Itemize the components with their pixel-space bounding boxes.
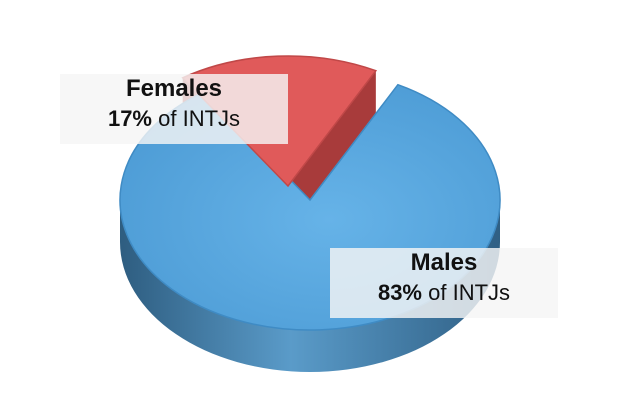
label-males-suffix: of INTJs [428, 280, 511, 305]
label-males-percent: 83% [377, 280, 422, 305]
label-females-suffix: of INTJs [158, 106, 241, 131]
label-females-percent: 17% [107, 106, 152, 131]
slice-side-males [120, 200, 500, 372]
slice-cut-females-1 [288, 70, 376, 228]
label-males-category: Males [410, 249, 478, 276]
label-males: Males 83% of INTJs [330, 248, 558, 318]
label-females: Females 17% of INTJs [60, 74, 288, 144]
label-females-category: Females [125, 75, 223, 102]
